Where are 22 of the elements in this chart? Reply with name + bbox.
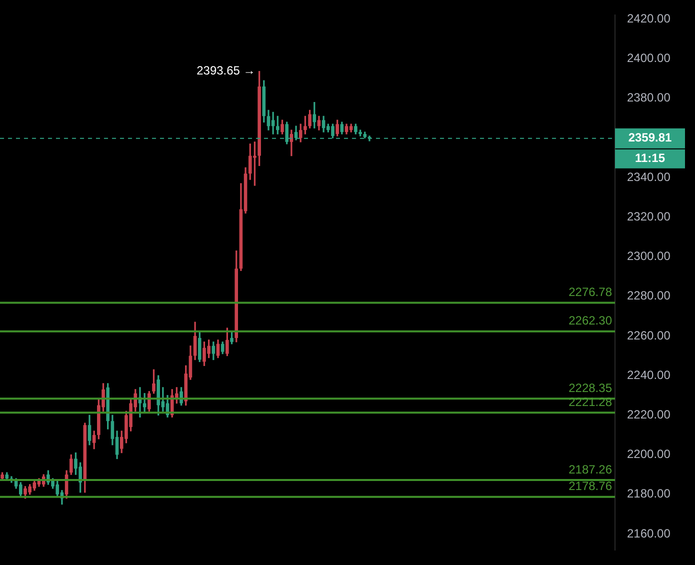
y-tick-label: 2200.00 bbox=[627, 447, 671, 462]
y-tick-label: 2160.00 bbox=[627, 526, 671, 540]
ref-line-label: 2359.81 bbox=[628, 130, 672, 145]
y-tick-label: 2420.00 bbox=[627, 11, 671, 26]
ref-line-label: 2228.35 bbox=[568, 380, 612, 395]
y-tick-label: 2400.00 bbox=[627, 51, 671, 66]
y-tick-label: 2260.00 bbox=[627, 328, 671, 342]
ref-line-label: 2187.26 bbox=[568, 462, 612, 476]
y-tick-label: 2380.00 bbox=[627, 90, 671, 105]
ref-line-label: 2262.30 bbox=[568, 314, 612, 328]
y-tick-label: 2280.00 bbox=[627, 288, 671, 303]
y-tick-label: 2300.00 bbox=[627, 249, 671, 264]
y-tick-label: 2220.00 bbox=[627, 407, 671, 422]
ref-line-label: 2221.28 bbox=[568, 394, 612, 409]
y-tick-label: 2340.00 bbox=[627, 170, 671, 184]
ref-line-label: 2276.78 bbox=[568, 285, 612, 300]
y-tick-label: 2320.00 bbox=[627, 209, 671, 224]
text: 11:15 bbox=[634, 151, 666, 166]
annotation: 2393.65 → bbox=[196, 64, 256, 78]
ref-line-label: 2178.76 bbox=[568, 479, 612, 494]
y-tick-label: 2180.00 bbox=[627, 486, 671, 501]
y-tick-label: 2240.00 bbox=[627, 368, 671, 382]
